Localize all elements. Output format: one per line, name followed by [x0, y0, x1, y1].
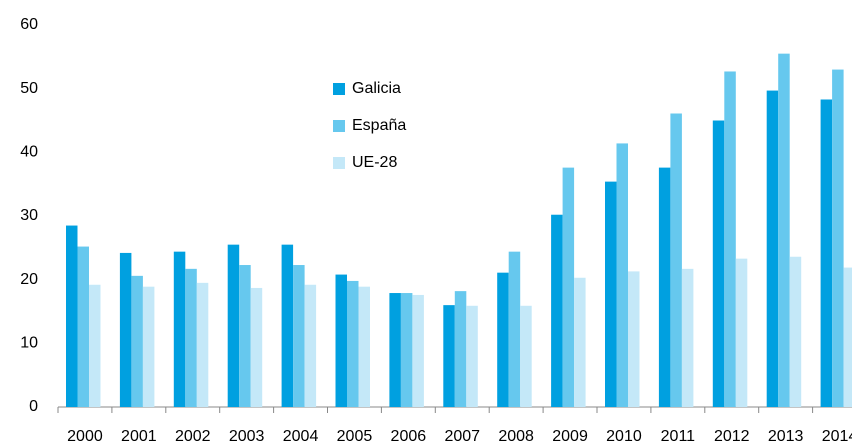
- bar: [789, 256, 802, 407]
- bar: [335, 274, 347, 407]
- x-tick-label: 2006: [391, 428, 427, 445]
- bar: [832, 69, 844, 408]
- y-tick-label: 50: [20, 80, 38, 97]
- legend-swatch: [333, 157, 345, 169]
- legend-label: UE-28: [352, 154, 397, 171]
- bar: [196, 282, 209, 407]
- bar: [562, 167, 575, 407]
- bar: [66, 225, 78, 407]
- x-tick-label: 2008: [498, 428, 534, 445]
- bar: [89, 284, 101, 407]
- x-tick-label: 2003: [229, 428, 265, 445]
- bar: [185, 268, 197, 407]
- y-tick-label: 20: [20, 271, 38, 288]
- x-tick-label: 2002: [175, 428, 211, 445]
- x-tick-label: 2014: [822, 428, 852, 445]
- bar: [466, 305, 478, 407]
- bar: [400, 293, 413, 407]
- x-tick-label: 2013: [768, 428, 804, 445]
- x-tick-label: 2012: [714, 428, 750, 445]
- bar: [712, 120, 725, 407]
- x-tick-label: 2007: [444, 428, 480, 445]
- bar: [389, 293, 401, 407]
- y-tick-label: 30: [20, 207, 38, 224]
- bar: [508, 251, 521, 407]
- bar: [616, 143, 628, 408]
- bar: [358, 286, 370, 407]
- bar: [628, 271, 640, 407]
- y-tick-label: 60: [20, 16, 38, 33]
- bar: [778, 53, 790, 408]
- y-tick-label: 0: [29, 398, 38, 415]
- bar: [293, 265, 305, 407]
- y-tick-label: 40: [20, 144, 38, 161]
- bar: [239, 265, 251, 407]
- bar: [520, 305, 532, 407]
- bar: [443, 305, 455, 407]
- bar: [250, 287, 263, 407]
- y-tick-label: 10: [20, 335, 38, 352]
- bar: [454, 291, 467, 407]
- legend-label: España: [352, 117, 406, 134]
- bar: [820, 99, 833, 408]
- bar: [766, 90, 779, 408]
- bar: [304, 284, 317, 407]
- bar: [658, 167, 671, 407]
- bar: [131, 275, 143, 407]
- bar: [735, 258, 748, 407]
- x-tick-label: 2004: [283, 428, 319, 445]
- x-tick-label: 2000: [67, 428, 103, 445]
- bar: [574, 277, 586, 407]
- legend-swatch: [333, 120, 345, 132]
- x-tick-label: 2011: [661, 428, 696, 445]
- legend-label: Galicia: [352, 80, 401, 97]
- bar: [551, 214, 563, 407]
- x-tick-label: 2005: [337, 428, 373, 445]
- bar: [724, 71, 736, 407]
- x-tick-label: 2001: [121, 428, 157, 445]
- bar: [347, 280, 359, 407]
- bar: [281, 244, 294, 407]
- bar: [173, 251, 186, 407]
- bar: [227, 244, 240, 407]
- bar: [497, 272, 509, 407]
- x-tick-label: 2010: [606, 428, 642, 445]
- bar: [142, 286, 155, 407]
- bar: [77, 246, 89, 407]
- x-tick-label: 2009: [552, 428, 588, 445]
- legend-swatch: [333, 83, 345, 95]
- bar: [605, 181, 617, 407]
- bar: [681, 268, 694, 407]
- bar: [670, 113, 682, 407]
- bar: [119, 252, 132, 407]
- bar: [412, 294, 424, 407]
- bar: [843, 267, 852, 407]
